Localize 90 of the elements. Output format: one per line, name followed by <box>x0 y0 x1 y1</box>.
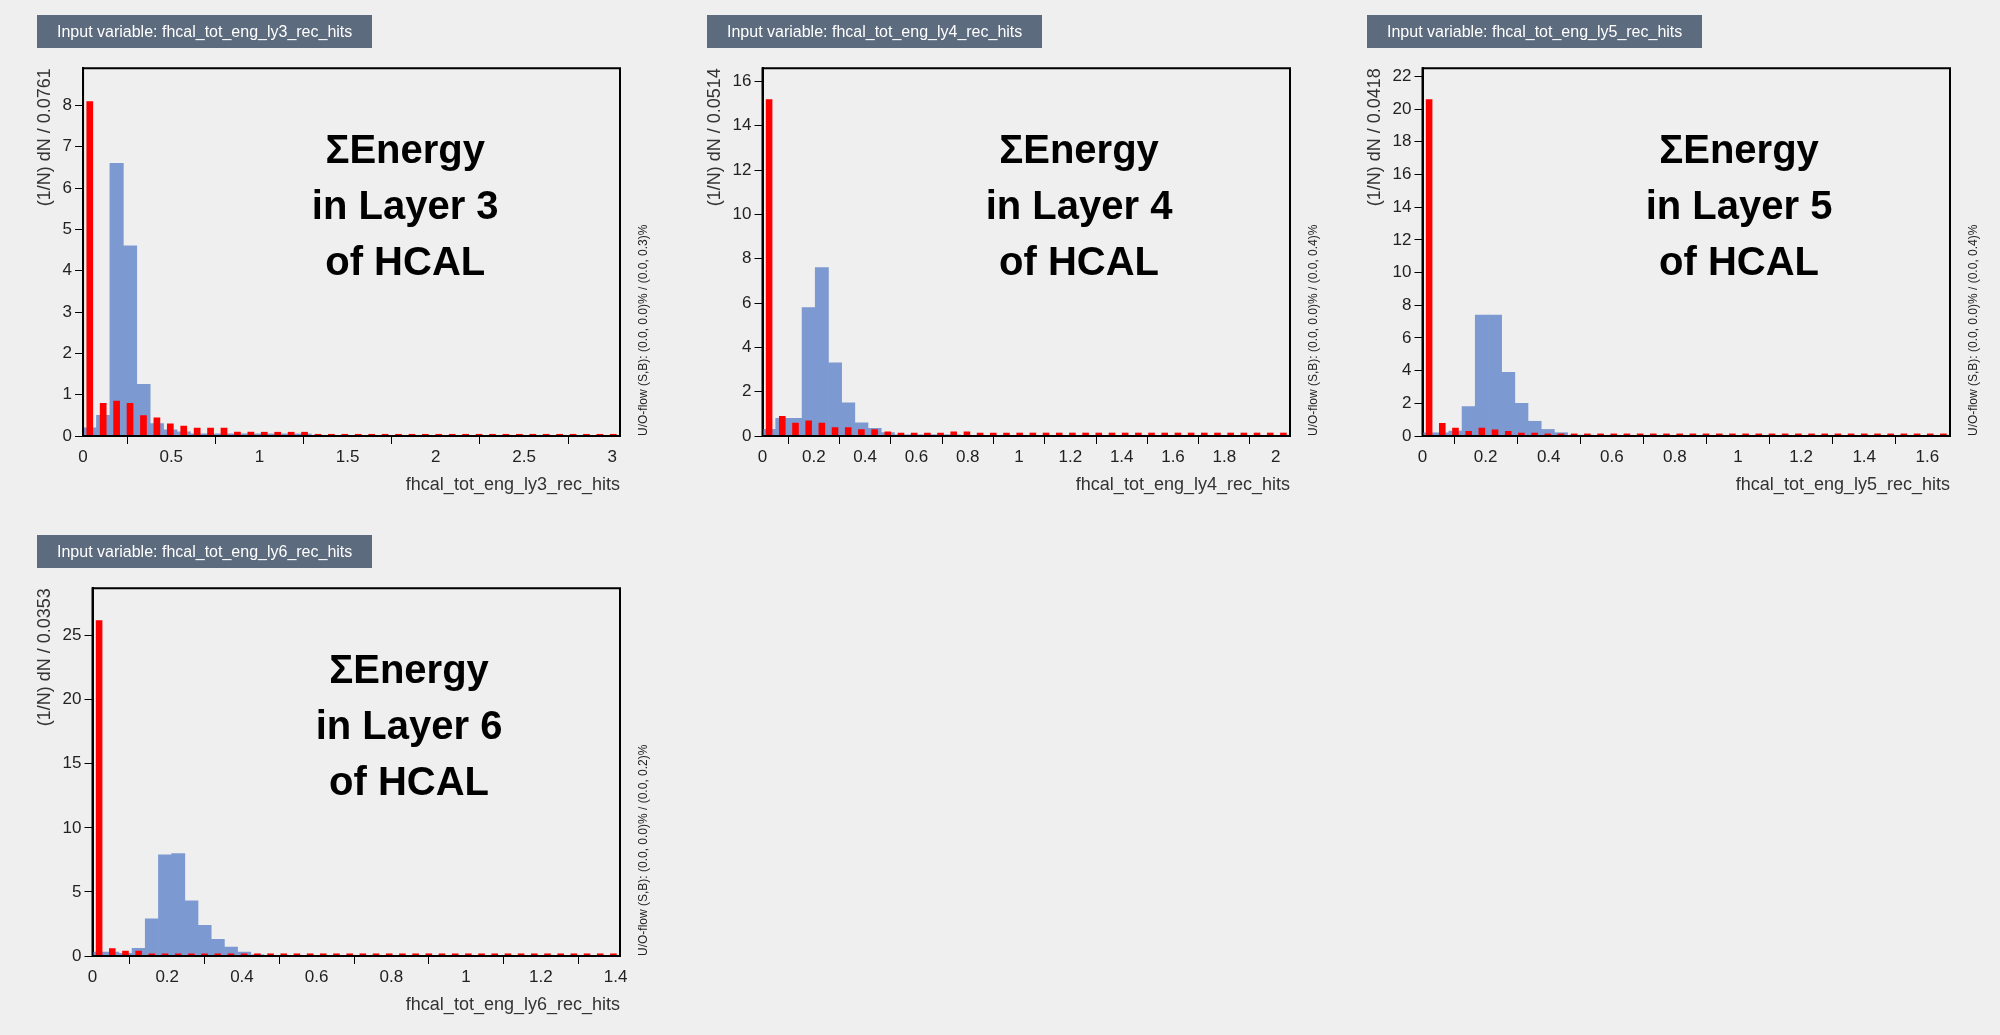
text: U/O-flow (S,B): (0.0, 0.0)% / (0.0, 0.3)% <box>636 224 651 436</box>
x-tick-label: 0.8 <box>955 446 980 466</box>
y-tick-label: 5 <box>72 881 82 901</box>
y-tick-label: 6 <box>742 292 752 312</box>
y-tick-label: 16 <box>1392 164 1412 184</box>
y-tick-label: 0 <box>62 425 73 445</box>
x-tick-label: 0.2 <box>802 446 826 466</box>
y-tick-label: 0 <box>72 945 82 965</box>
y-tick-label: 15 <box>62 753 82 773</box>
x-tick-label: 1.6 <box>1915 446 1940 466</box>
y-axis-title: (1/N) dN / 0.0514 <box>703 68 724 207</box>
y-tick-label: 20 <box>62 689 82 709</box>
x-tick-label: 2 <box>1270 446 1281 466</box>
y-axis-title: (1/N) dN / 0.0761 <box>33 68 54 207</box>
y-tick-label: 4 <box>62 260 73 280</box>
y-tick-label: 2 <box>1402 392 1412 412</box>
y-tick-label: 10 <box>732 204 752 224</box>
annotation: ΣEnergy in Layer 5 of HCAL <box>1645 127 1833 283</box>
chart-title: Input variable: fhcal_tot_eng_ly6_rec_hits <box>37 535 373 568</box>
y-tick-label: 12 <box>1392 229 1412 249</box>
x-tick-label: 1 <box>461 966 471 986</box>
y-tick-label: 14 <box>732 115 752 135</box>
x-tick-label: 0 <box>87 966 98 986</box>
y-tick-label: 10 <box>1392 262 1412 282</box>
x-tick-label: 1.2 <box>1058 446 1083 466</box>
y-tick-label: 4 <box>1402 360 1412 380</box>
y-tick-label: 18 <box>1392 131 1412 151</box>
x-tick-label: 2.5 <box>512 446 536 466</box>
y-tick-label: 6 <box>1402 327 1412 347</box>
annotation: ΣEnergy in Layer 6 of HCAL <box>315 647 503 803</box>
x-tick-label: 3 <box>607 446 617 466</box>
x-tick-label: 0.6 <box>904 446 929 466</box>
y-tick-label: 8 <box>62 95 73 115</box>
y-tick-label: 8 <box>742 248 752 268</box>
x-tick-label: 0.4 <box>853 446 877 466</box>
x-tick-label: 1 <box>254 446 265 466</box>
x-tick-label: 0.5 <box>159 446 184 466</box>
y-tick-label: 2 <box>62 343 73 363</box>
y-tick-label: 5 <box>62 219 73 239</box>
y-tick-label: 14 <box>1392 196 1412 216</box>
x-tick-label: 0.8 <box>379 966 404 986</box>
x-axis-title: fhcal_tot_eng_ly5_rec_hits <box>1735 474 1950 496</box>
x-axis-title: fhcal_tot_eng_ly3_rec_hits <box>405 474 620 496</box>
x-tick-label: 0.6 <box>304 966 329 986</box>
x-tick-label: 0.6 <box>1599 446 1624 466</box>
y-tick-label: 2 <box>742 381 752 401</box>
y-tick-label: 6 <box>62 177 73 197</box>
x-tick-label: 1.4 <box>1109 446 1134 466</box>
y-tick-label: 0 <box>1402 425 1412 445</box>
y-tick-label: 22 <box>1392 66 1412 86</box>
x-axis-title: fhcal_tot_eng_ly4_rec_hits <box>1075 474 1290 496</box>
x-tick-label: 0.4 <box>1536 446 1561 466</box>
x-tick-label: 0.2 <box>1473 446 1498 466</box>
x-tick-label: 0.8 <box>1663 446 1687 466</box>
y-tick-label: 0 <box>742 425 752 445</box>
x-tick-label: 1.4 <box>603 966 628 986</box>
text: U/O-flow (S,B): (0.0, 0.0)% / (0.0, 0.4)% <box>1306 224 1321 436</box>
x-tick-label: 0 <box>1417 446 1428 466</box>
x-tick-label: 0.4 <box>230 966 254 986</box>
y-tick-label: 20 <box>1392 98 1412 118</box>
x-tick-label: 1.2 <box>1789 446 1813 466</box>
x-axis-title: fhcal_tot_eng_ly6_rec_hits <box>405 994 620 1016</box>
annotation: ΣEnergy in Layer 4 of HCAL <box>985 127 1174 283</box>
x-tick-label: 1 <box>1014 446 1024 466</box>
y-axis-title: (1/N) dN / 0.0418 <box>1363 68 1384 207</box>
x-tick-label: 1 <box>1733 446 1743 466</box>
x-tick-label: 1.6 <box>1161 446 1185 466</box>
chart-title: Input variable: fhcal_tot_eng_ly4_rec_hits <box>707 15 1043 48</box>
y-tick-label: 25 <box>62 625 82 645</box>
x-tick-label: 1.4 <box>1852 446 1877 466</box>
y-tick-label: 10 <box>62 817 82 837</box>
x-tick-label: 0 <box>757 446 768 466</box>
x-tick-label: 0.2 <box>155 966 180 986</box>
y-tick-label: 4 <box>742 337 752 357</box>
x-tick-label: 1.8 <box>1212 446 1237 466</box>
chart-title: Input variable: fhcal_tot_eng_ly5_rec_hits <box>1367 15 1703 48</box>
text: U/O-flow (S,B): (0.0, 0.0)% / (0.0, 0.2)% <box>636 744 651 956</box>
y-tick-label: 16 <box>732 71 752 91</box>
y-tick-label: 7 <box>62 136 73 156</box>
y-tick-label: 3 <box>62 301 73 321</box>
chart-title: Input variable: fhcal_tot_eng_ly3_rec_hits <box>37 15 373 48</box>
annotation: ΣEnergy in Layer 3 of HCAL <box>311 127 499 283</box>
y-tick-label: 12 <box>732 159 752 179</box>
x-tick-label: 1.5 <box>335 446 360 466</box>
x-tick-label: 1.2 <box>528 966 553 986</box>
y-tick-label: 8 <box>1402 294 1412 314</box>
text: U/O-flow (S,B): (0.0, 0.0)% / (0.0, 0.4)% <box>1966 224 1981 436</box>
y-axis-title: (1/N) dN / 0.0353 <box>33 588 54 727</box>
y-tick-label: 1 <box>62 384 73 404</box>
x-tick-label: 2 <box>431 446 441 466</box>
